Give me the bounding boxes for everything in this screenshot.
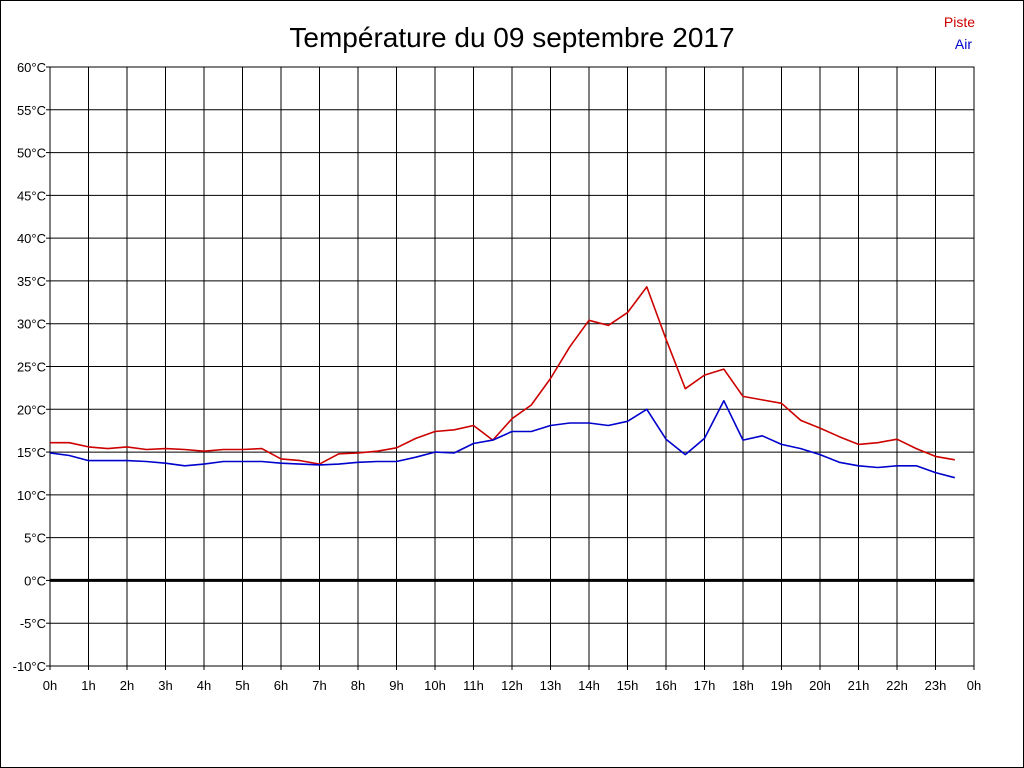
x-tick-label-3: 3h [158,678,172,693]
x-tick-label-18: 18h [732,678,754,693]
series-lines [49,286,956,479]
y-tick-label-8: 20°C [17,402,46,417]
y-tick-label-12: 0°C [24,573,46,588]
plot-area-border [49,66,975,667]
x-tick-label-4: 4h [197,678,211,693]
y-tick-label-4: 40°C [17,231,46,246]
x-tick-label-6: 6h [274,678,288,693]
x-tick-label-15: 15h [617,678,639,693]
series-line-piste [50,286,955,465]
x-tick-label-23: 23h [925,678,947,693]
x-tick-label-9: 9h [389,678,403,693]
x-tick-label-0: 0h [43,678,57,693]
x-tick-label-22: 22h [886,678,908,693]
y-tick-label-14: -10°C [13,659,46,674]
x-tick-label-8: 8h [351,678,365,693]
x-tick-label-19: 19h [771,678,793,693]
y-tick-label-13: -5°C [20,616,46,631]
y-tick-label-5: 35°C [17,274,46,289]
legend: Piste Air [944,14,975,52]
x-tick-label-16: 16h [655,678,677,693]
y-tick-label-2: 50°C [17,146,46,161]
x-tick-label-10: 10h [424,678,446,693]
x-tick-label-7: 7h [312,678,326,693]
x-tick-label-12: 12h [501,678,523,693]
y-tick-label-3: 45°C [17,188,46,203]
y-tick-label-9: 15°C [17,445,46,460]
series-line-air [49,399,956,479]
x-tick-label-13: 13h [540,678,562,693]
x-tick-label-5: 5h [235,678,249,693]
x-tick-label-24: 0h [967,678,981,693]
x-tick-label-2: 2h [120,678,134,693]
axes: 0h 1h 2h 3h 4h 5h 6h 7h 8h 9h 10h 11h 12h 13h 14h 15h 16… [13,60,982,693]
y-tick-label-7: 25°C [17,360,46,375]
x-tick-label-14: 14h [578,678,600,693]
y-tick-label-10: 10°C [17,488,46,503]
grid [49,66,975,667]
x-tick-label-17: 17h [694,678,716,693]
y-tick-label-6: 30°C [17,317,46,332]
chart-title: Température du 09 septembre 2017 [289,22,734,53]
x-tick-label-1: 1h [81,678,95,693]
y-tick-label-1: 55°C [17,103,46,118]
y-tick-label-0: 60°C [17,60,46,75]
x-tick-label-11: 11h [463,678,484,693]
legend-entry-air: Air [955,36,972,52]
y-tick-label-11: 5°C [24,531,46,546]
x-tick-label-20: 20h [809,678,831,693]
legend-entry-piste: Piste [944,14,975,30]
x-tick-label-21: 21h [848,678,870,693]
